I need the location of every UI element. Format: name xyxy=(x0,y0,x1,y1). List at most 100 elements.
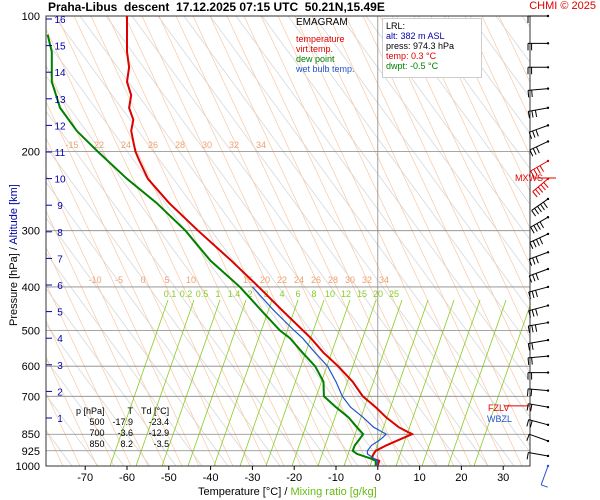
wind-barb-flag xyxy=(528,258,533,266)
isotherm-label: 5 xyxy=(164,275,169,285)
wind-barb xyxy=(527,42,550,51)
wind-barb-flag xyxy=(531,309,535,317)
altitude-tick-label: 1 xyxy=(57,414,63,425)
mixing-ratio-label: 1 xyxy=(215,289,220,299)
mixing-ratio-label: 25 xyxy=(389,289,399,299)
table-cell: 8.2 xyxy=(120,439,134,449)
y-axis-separator: / xyxy=(8,247,20,251)
wind-barb-shaft xyxy=(530,216,549,228)
table-cell: 850 xyxy=(89,439,105,449)
wind-barb-shaft xyxy=(529,268,549,277)
mixing-ratio-line xyxy=(161,299,221,466)
wind-barb-flag xyxy=(535,290,538,298)
dry-adiabat xyxy=(131,16,463,466)
wind-barb-flag xyxy=(531,90,533,98)
pressure-tick-label: 700 xyxy=(22,391,40,403)
pressure-tick-label: 400 xyxy=(22,282,40,294)
x-axis-label-2: Mixing ratio [g/kg] xyxy=(290,486,377,498)
wind-barb-base xyxy=(546,197,550,201)
mxws-label: MXWS xyxy=(515,173,543,183)
wind-barb-flag xyxy=(532,240,537,248)
pressure-tick-label: 600 xyxy=(22,361,40,373)
wind-barb-shaft xyxy=(529,124,549,133)
wind-barb xyxy=(526,433,550,443)
wind-barb-base xyxy=(546,66,550,69)
table-cell: -23.4 xyxy=(148,417,170,427)
dry-adiabat xyxy=(417,16,530,170)
mixing-ratio-label: 1.4 xyxy=(228,289,241,299)
legend-item-wetbulb: wet bulb temp. xyxy=(296,64,355,74)
table-cell: -17.9 xyxy=(112,417,134,427)
wind-barb-base xyxy=(546,232,550,236)
wind-barb-base xyxy=(546,42,550,45)
isotherm-line xyxy=(447,16,530,193)
wind-barb-shaft xyxy=(529,140,549,151)
altitude-tick-label: 10 xyxy=(54,175,66,186)
chart-title: Praha-Libus descent 17.12.2025 07:15 UTC… xyxy=(48,0,385,14)
isotherm-line xyxy=(158,16,370,466)
mixing-ratio-line xyxy=(343,299,403,466)
x-tick-label: -20 xyxy=(286,472,302,484)
wind-barb-base xyxy=(546,14,550,18)
wind-barb xyxy=(528,267,550,283)
isotherm-line xyxy=(46,100,217,466)
altitude-tick-label: 3 xyxy=(57,361,63,372)
wind-barb-shaft xyxy=(528,286,549,293)
isotherm-label: -5 xyxy=(115,275,123,285)
lrl-temp: temp: 0.3 °C xyxy=(386,51,437,61)
mixing-ratio-line xyxy=(213,299,273,466)
isotherm-line xyxy=(46,173,183,466)
lrl-alt: alt: 382 m ASL xyxy=(386,31,445,41)
wind-barb xyxy=(529,232,550,249)
dry-adiabat xyxy=(574,16,600,466)
wind-barb-flag xyxy=(543,201,548,209)
wind-barb-flag xyxy=(536,223,541,230)
legend-item-temperature: temperature xyxy=(296,34,345,44)
x-tick-label: -10 xyxy=(328,472,344,484)
wind-barb-flag xyxy=(531,291,535,299)
isotherm-label: 24 xyxy=(121,140,131,150)
wind-barb xyxy=(540,464,550,488)
isotherm-line xyxy=(226,16,438,466)
pressure-tick-label: 1000 xyxy=(16,461,40,473)
x-tick-label: -50 xyxy=(161,472,177,484)
isotherm-line xyxy=(328,16,530,448)
table-cell: -3.6 xyxy=(117,428,134,438)
mixing-ratio-label: 2 xyxy=(247,289,252,299)
isotherm-line xyxy=(56,16,268,466)
mixing-ratio-label: 0.5 xyxy=(196,289,209,299)
wind-barb-flag xyxy=(531,210,537,217)
isotherm-label: 20 xyxy=(260,275,270,285)
isotherm-label: 26 xyxy=(148,140,158,150)
isotherm-line xyxy=(46,210,166,466)
wind-barb-flag xyxy=(543,182,549,189)
isotherm-line xyxy=(396,16,530,302)
wind-barb-flag xyxy=(534,324,538,332)
wind-barb xyxy=(532,177,550,198)
legend-item-dewpoint: dew point xyxy=(296,54,335,64)
legend: EMAGRAM temperature virt.temp. dew point… xyxy=(296,18,374,75)
series-dew-point xyxy=(46,34,377,466)
mixing-ratio-line xyxy=(369,299,429,466)
x-tick-label: -70 xyxy=(77,472,93,484)
wind-barb-flag xyxy=(526,452,529,460)
wind-barb-flag xyxy=(531,357,533,365)
mixing-ratio-label: 12 xyxy=(341,289,351,299)
isotherm-label: 0 xyxy=(140,275,145,285)
wind-barb-base xyxy=(546,405,550,409)
wind-barb-flag xyxy=(535,308,538,316)
isotherm-label: 15 xyxy=(243,275,253,285)
isotherm-line xyxy=(175,16,387,466)
mixing-ratio-line xyxy=(395,299,455,466)
wind-barb-flag xyxy=(529,242,534,249)
altitude-tick-label: 8 xyxy=(57,228,63,239)
isotherm-line xyxy=(46,137,200,466)
isotherm-line xyxy=(430,16,530,229)
wind-barb-flag xyxy=(537,205,542,213)
wind-barb-shaft xyxy=(529,251,549,260)
series-wet-bulb-temp- xyxy=(251,286,388,466)
isotherm-line xyxy=(192,16,404,466)
x-axis-title: Temperature [°C] / Mixing ratio [g/kg] xyxy=(198,486,377,498)
wind-barb-base xyxy=(546,216,550,219)
isotherm-label: 34 xyxy=(256,140,266,150)
